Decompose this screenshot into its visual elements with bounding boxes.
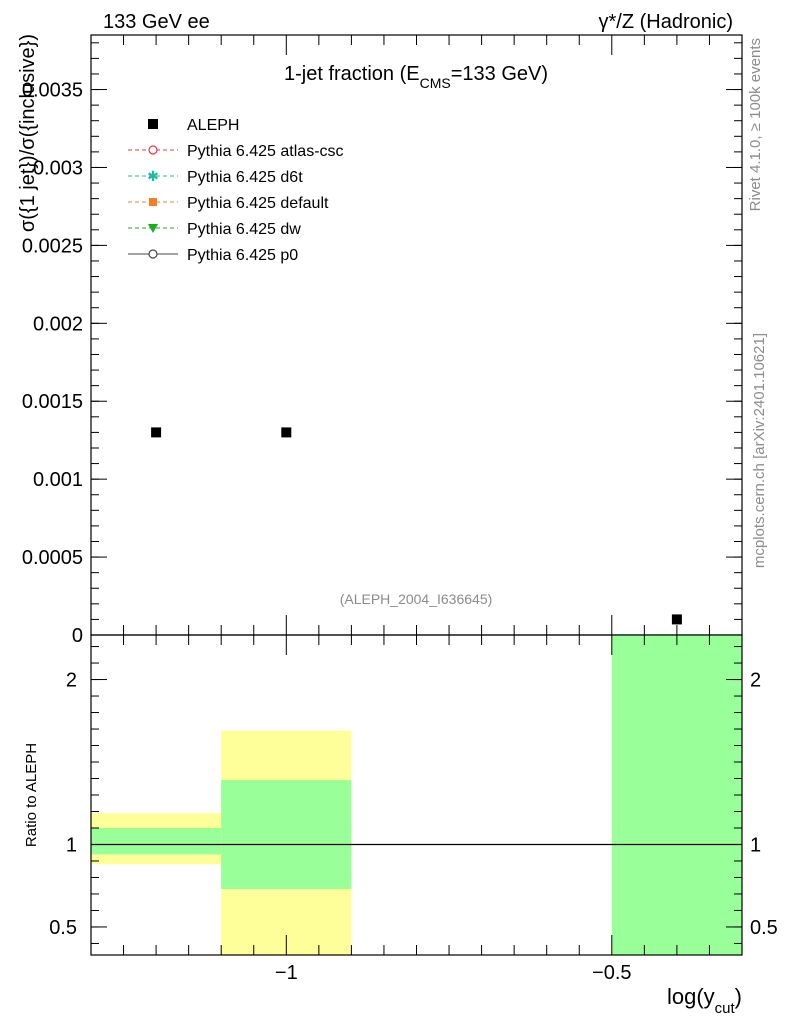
main-title: 1-jet fraction (ECMS=133 GeV)	[284, 63, 548, 91]
main-y-tick-label: 0.002	[33, 313, 83, 335]
main-x-ticks	[90, 35, 743, 635]
data-point	[671, 614, 682, 625]
legend-entry: Pythia 6.425 atlas-csc	[128, 143, 344, 160]
legend-entry: Pythia 6.425 dw	[128, 221, 301, 238]
legend-entry: Pythia 6.425 p0	[128, 247, 298, 264]
main-y-tick-label: 0.0015	[22, 391, 83, 413]
main-y-tick-label: 0.0005	[22, 547, 83, 569]
ratio-y-axis-label: Ratio to ALEPH	[23, 743, 40, 847]
legend-label: ALEPH	[187, 117, 239, 134]
ratio-panel: 0.5 0.5 1 1 2 2 −1 −0.5 Ratio to ALEPH log(ycu…	[23, 634, 778, 1017]
main-y-tick-label: 0	[72, 625, 83, 647]
legend-entry: Pythia 6.425 default	[128, 195, 329, 212]
legend-marker	[148, 224, 158, 233]
ratio-band-green	[91, 827, 222, 855]
ratio-y-tick-label-right: 0.5	[750, 917, 778, 939]
ratio-y-tick-label-right: 2	[750, 670, 761, 692]
ratio-x-ticks: −1 −0.5	[90, 635, 743, 984]
data-point	[281, 427, 292, 438]
analysis-id-label: (ALEPH_2004_I636645)	[340, 591, 493, 607]
x-tick-label: −0.5	[592, 962, 631, 984]
legend-label: Pythia 6.425 dw	[187, 221, 301, 238]
main-y-tick-label: 0.003	[33, 157, 83, 179]
main-panel: 0 0.0005 0.001 0.0015 0.002 0.0025 0.003 0.0035…	[17, 34, 743, 647]
main-y-tick-label: 0.0035	[22, 80, 83, 102]
main-y-ticks: 0 0.0005 0.001 0.0015 0.002 0.0025 0.003 0.0035	[22, 42, 742, 647]
ratio-band-green	[611, 635, 742, 955]
main-y-tick-label: 0.001	[33, 469, 83, 491]
main-y-tick-label: 0.0025	[22, 235, 83, 257]
ratio-bands	[91, 635, 742, 955]
ratio-y-tick-label: 1	[66, 834, 77, 856]
ratio-band-green	[221, 780, 352, 890]
legend-label: Pythia 6.425 atlas-csc	[187, 143, 344, 160]
legend-label: Pythia 6.425 p0	[187, 247, 298, 264]
legend: ALEPH Pythia 6.425 atlas-csc ✱ Pythia 6.425…	[128, 117, 344, 264]
main-y-axis-label: σ({1 jet})/σ({inclusive})	[17, 34, 39, 232]
legend-marker	[148, 249, 158, 259]
header-right: γ*/Z (Hadronic)	[599, 11, 733, 33]
mcplots-label: mcplots.cern.ch [arXiv:2401.10621]	[751, 333, 768, 568]
legend-marker	[148, 145, 158, 155]
ratio-y-ticks: 0.5 0.5 1 1 2 2	[49, 646, 778, 944]
legend-marker	[148, 119, 158, 129]
x-tick-label: −1	[275, 962, 298, 984]
legend-marker	[149, 198, 157, 206]
ratio-y-tick-label: 0.5	[49, 917, 77, 939]
x-axis-label: log(ycut)	[667, 984, 742, 1017]
ratio-y-tick-label: 2	[66, 670, 77, 692]
header-left: 133 GeV ee	[103, 11, 210, 33]
legend-entry: ✱ Pythia 6.425 d6t	[128, 168, 303, 186]
legend-marker: ✱	[147, 168, 159, 184]
data-point	[151, 427, 162, 438]
legend-label: Pythia 6.425 default	[187, 195, 329, 212]
legend-entry: ALEPH	[148, 117, 239, 134]
rivet-version-label: Rivet 4.1.0, ≥ 100k events	[747, 38, 764, 211]
data-points	[151, 427, 682, 625]
legend-label: Pythia 6.425 d6t	[187, 169, 303, 186]
ratio-y-tick-label-right: 1	[750, 834, 761, 856]
